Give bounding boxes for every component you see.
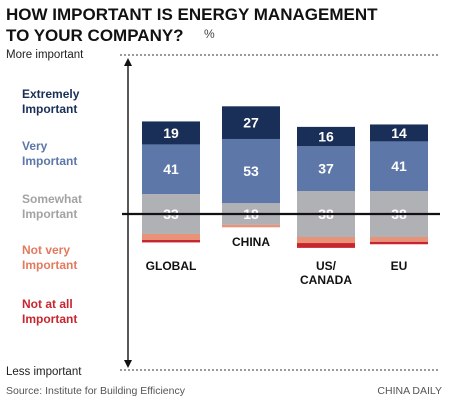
data-label: 41	[391, 158, 407, 174]
legend-not-very-important: Not very Important	[22, 243, 77, 272]
bar-segment	[142, 233, 200, 241]
axis-arrow-down	[124, 360, 132, 368]
axis-bottom-label: Less important	[6, 366, 82, 378]
credit-label: CHINA DAILY	[377, 385, 442, 397]
data-label: 53	[243, 163, 259, 179]
data-label: 27	[243, 115, 259, 131]
axis-top-label: More important	[6, 49, 84, 61]
data-label: 14	[391, 125, 407, 141]
data-label: 41	[163, 161, 179, 177]
bar-segment	[370, 141, 428, 192]
axis-arrow-up	[124, 58, 132, 66]
unit-label: %	[204, 27, 215, 41]
bar-segment	[222, 138, 280, 204]
bar-segment	[297, 243, 355, 248]
bar-segment	[222, 106, 280, 139]
legend-not-at-all-important: Not at all Important	[22, 297, 77, 326]
category-label: GLOBAL	[146, 259, 197, 273]
source-note: Source: Institute for Building Efficienc…	[6, 385, 185, 397]
category-label: US/CANADA	[300, 259, 352, 287]
bar-segment	[142, 240, 200, 243]
bar-segment	[222, 224, 280, 228]
legend-somewhat-important: Somewhat Important	[22, 192, 82, 221]
bar-segment	[370, 236, 428, 242]
data-label: 37	[318, 161, 334, 177]
data-label: 16	[318, 129, 334, 145]
bar-segment	[370, 241, 428, 245]
legend-extremely-important: Extremely Important	[22, 87, 80, 116]
title-block: HOW IMPORTANT IS ENERGY MANAGEMENT TO YO…	[6, 4, 446, 46]
bar-segment	[297, 126, 355, 147]
bar-segment	[370, 124, 428, 142]
legend-very-important: Very Important	[22, 139, 77, 168]
bar-segment	[297, 236, 355, 244]
category-label: CHINA	[232, 235, 270, 249]
bar-segment	[297, 146, 355, 192]
bar-segment	[142, 144, 200, 195]
bar-segment	[142, 121, 200, 145]
category-label: EU	[391, 259, 408, 273]
data-label: 19	[163, 125, 179, 141]
chart-title: HOW IMPORTANT IS ENERGY MANAGEMENT TO YO…	[6, 5, 378, 45]
